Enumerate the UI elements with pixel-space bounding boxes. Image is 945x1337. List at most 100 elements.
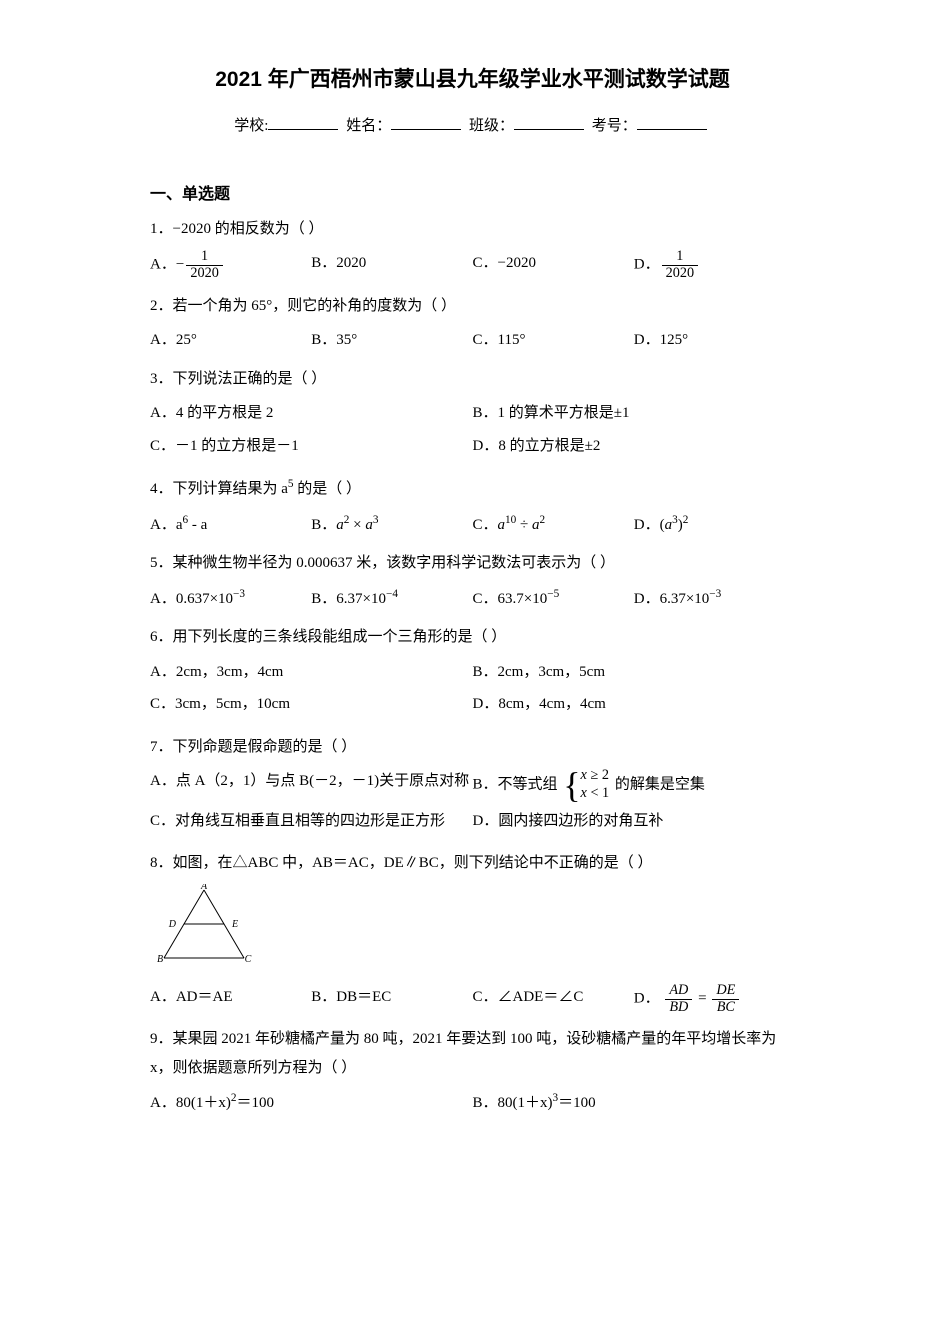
section-1-header: 一、单选题	[150, 180, 795, 210]
brace-icon: {	[563, 769, 580, 801]
q4-opt-d: D．(a3)2	[634, 510, 795, 540]
q6-text: 6．用下列长度的三条线段能组成一个三角形的是（ ）	[150, 623, 795, 652]
q1-text: 1．−2020 的相反数为（ ）	[150, 215, 795, 244]
q8-options: A．AD＝AE B．DB＝EC C．∠ADE＝∠C D． ADBD = DEBC	[150, 983, 795, 1015]
q3-opt-d: D．8 的立方根是±2	[473, 432, 796, 461]
student-info-line: 学校: 姓名： 班级： 考号：	[150, 112, 795, 141]
q5-b-sup: −4	[386, 588, 398, 600]
q9-a-pre: A．80(1＋x)	[150, 1095, 231, 1111]
q1-opt-c: C．−2020	[473, 249, 634, 281]
q3-opt-c: C．－1 的立方根是－1	[150, 432, 473, 461]
q9-options: A．80(1＋x)2＝100 B．80(1＋x)3＝100	[150, 1088, 795, 1122]
q7-b-post: 的解集是空集	[615, 776, 705, 792]
q6-opt-b: B．2cm，3cm，5cm	[473, 658, 796, 687]
q4-a-pre: A．a	[150, 517, 183, 533]
q9-text: 9．某果园 2021 年砂糖橘产量为 80 吨，2021 年要达到 100 吨，…	[150, 1025, 795, 1082]
q5-text: 5．某种微生物半径为 0.000637 米，该数字用科学记数法可表示为（ ）	[150, 549, 795, 578]
q6-opt-c: C．3cm，5cm，10cm	[150, 690, 473, 719]
q2-opt-b: B．35°	[311, 326, 472, 355]
q7-b-system: { x ≥ 2 x < 1	[563, 767, 609, 803]
q5-opt-c: C．63.7×10−5	[473, 584, 634, 614]
q7-b-sys1-rel: ≥ 2	[587, 767, 609, 783]
q4-text: 4．下列计算结果为 a5 的是（ ）	[150, 474, 795, 504]
q4-d-s2: 2	[683, 514, 689, 526]
q4-b-pre: B．	[311, 517, 336, 533]
q8-d-prefix: D．	[634, 991, 660, 1007]
fig-label-d: D	[168, 919, 177, 930]
q8-figure: A D E B C	[154, 884, 795, 975]
q8-d-num2: DE	[712, 983, 739, 1000]
q3-opt-b: B．1 的算术平方根是±1	[473, 399, 796, 428]
q4-c-mid: ÷	[516, 517, 532, 533]
q5-opt-b: B．6.37×10−4	[311, 584, 472, 614]
examno-label: 考号：	[592, 118, 637, 134]
q5-options: A．0.637×10−3 B．6.37×10−4 C．63.7×10−5 D．6…	[150, 584, 795, 614]
q5-c-pre: C．63.7×10	[473, 591, 548, 607]
fig-label-e: E	[231, 919, 238, 930]
class-blank	[514, 114, 584, 130]
q4-options: A．a6 - a B．a2 × a3 C．a10 ÷ a2 D．(a3)2	[150, 510, 795, 540]
q2-opt-c: C．115°	[473, 326, 634, 355]
q1-a-num: 1	[186, 249, 223, 266]
q1-opt-b: B．2020	[311, 249, 472, 281]
q6-options: A．2cm，3cm，4cm B．2cm，3cm，5cm C．3cm，5cm，10…	[150, 658, 795, 723]
q5-d-sup: −3	[709, 588, 721, 600]
q7-opt-b: B．不等式组 { x ≥ 2 x < 1 的解集是空集	[473, 767, 796, 803]
q9-b-pre: B．80(1＋x)	[473, 1095, 553, 1111]
q4-c-a2: a	[532, 517, 540, 533]
q5-opt-a: A．0.637×10−3	[150, 584, 311, 614]
q8-text: 8．如图，在△ABC 中，AB＝AC，DE∥BC，则下列结论中不正确的是（ ）	[150, 849, 795, 878]
q4-c-pre: C．	[473, 517, 498, 533]
q1-a-prefix: A．	[150, 257, 176, 273]
q1-d-den: 2020	[662, 266, 699, 282]
q2-options: A．25° B．35° C．115° D．125°	[150, 326, 795, 355]
q5-d-pre: D．6.37×10	[634, 591, 710, 607]
q3-opt-a: A．4 的平方根是 2	[150, 399, 473, 428]
q4-opt-b: B．a2 × a3	[311, 510, 472, 540]
q2-opt-a: A．25°	[150, 326, 311, 355]
q5-a-sup: −3	[233, 588, 245, 600]
q8-d-num1: AD	[665, 983, 692, 1000]
q8-d-den1: BD	[665, 1000, 692, 1016]
q4-c-a: a	[498, 517, 506, 533]
school-label: 学校:	[234, 118, 268, 134]
q1-opt-a: A．−12020	[150, 249, 311, 281]
q1-d-prefix: D．	[634, 257, 660, 273]
q4-opt-a: A．a6 - a	[150, 510, 311, 540]
q9-opt-b: B．80(1＋x)3＝100	[473, 1088, 796, 1118]
q1-options: A．−12020 B．2020 C．−2020 D．12020	[150, 249, 795, 281]
q9-b-post: ＝100	[558, 1095, 596, 1111]
q4-opt-c: C．a10 ÷ a2	[473, 510, 634, 540]
q4-c-s1: 10	[505, 514, 516, 526]
q4-b-mid: ×	[349, 517, 365, 533]
q7-b-sys2-rel: < 1	[587, 785, 609, 801]
q1-d-num: 1	[662, 249, 699, 266]
q4-pre: 4．下列计算结果为 a	[150, 481, 288, 497]
q1-opt-d: D．12020	[634, 249, 795, 281]
q5-b-pre: B．6.37×10	[311, 591, 386, 607]
q4-post: 的是（ ）	[294, 481, 362, 497]
q6-opt-d: D．8cm，4cm，4cm	[473, 690, 796, 719]
q4-d-a: a	[665, 517, 673, 533]
school-blank	[268, 114, 338, 130]
fig-label-b: B	[157, 954, 163, 964]
q4-d-pre: D．(	[634, 517, 665, 533]
q7-b-pre: B．不等式组	[473, 776, 558, 792]
q2-text: 2．若一个角为 65°，则它的补角的度数为（ ）	[150, 292, 795, 321]
q7-text: 7．下列命题是假命题的是（ ）	[150, 733, 795, 762]
q5-opt-d: D．6.37×10−3	[634, 584, 795, 614]
q5-c-sup: −5	[547, 588, 559, 600]
q8-opt-a: A．AD＝AE	[150, 983, 311, 1015]
q5-a-pre: A．0.637×10	[150, 591, 233, 607]
q4-c-s2: 2	[540, 514, 546, 526]
q7-opt-d: D．圆内接四边形的对角互补	[473, 807, 796, 836]
q7-opt-a: A．点 A（2，1）与点 B(－2，－1)关于原点对称	[150, 767, 473, 803]
q4-b-s2: 3	[373, 514, 379, 526]
q9-a-post: ＝100	[236, 1095, 274, 1111]
q8-opt-d: D． ADBD = DEBC	[634, 983, 795, 1015]
q6-opt-a: A．2cm，3cm，4cm	[150, 658, 473, 687]
q7-options: A．点 A（2，1）与点 B(－2，－1)关于原点对称 B．不等式组 { x ≥…	[150, 767, 795, 839]
q4-b-a2: a	[365, 517, 373, 533]
q3-options: A．4 的平方根是 2 B．1 的算术平方根是±1 C．－1 的立方根是－1 D…	[150, 399, 795, 464]
q7-opt-c: C．对角线互相垂直且相等的四边形是正方形	[150, 807, 473, 836]
